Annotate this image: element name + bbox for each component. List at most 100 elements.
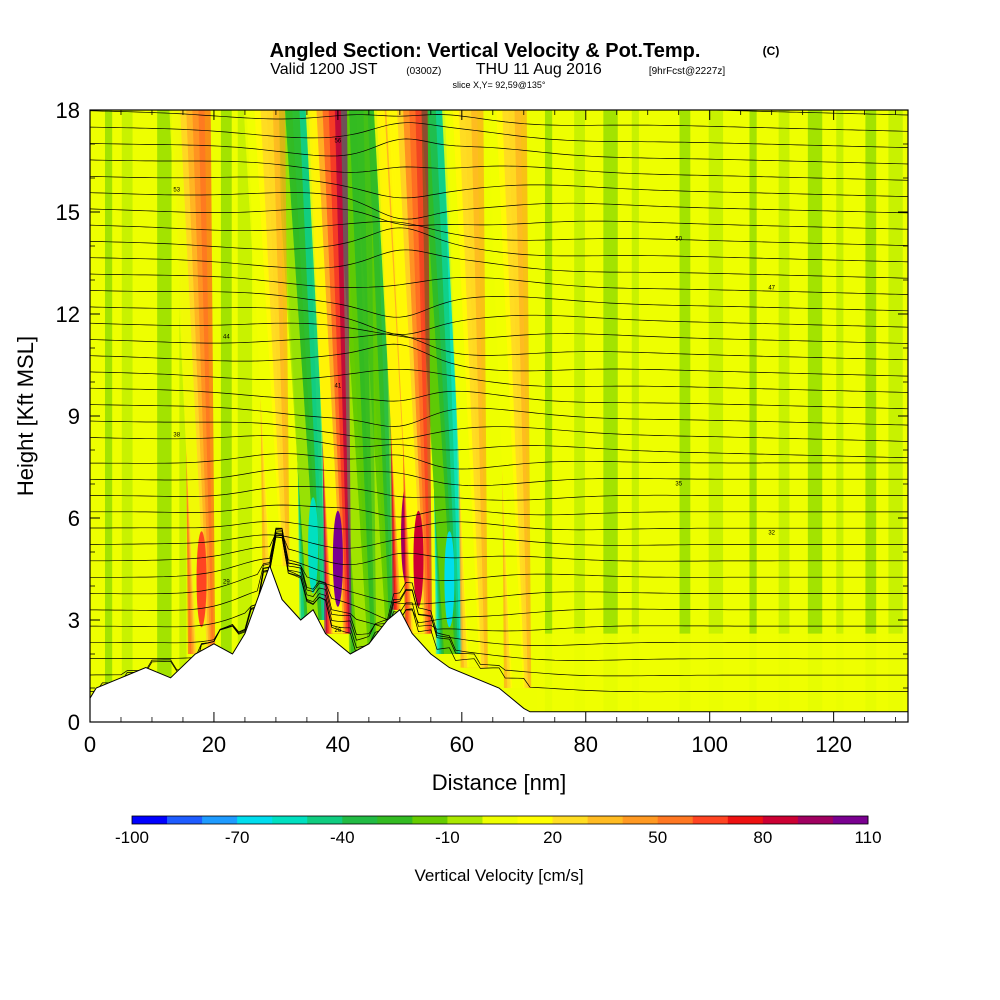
theta-contour bbox=[90, 534, 908, 646]
theta-contour bbox=[90, 486, 908, 501]
theta-contour bbox=[90, 387, 908, 410]
x-tick-label: 40 bbox=[326, 732, 350, 757]
downdraft-core bbox=[444, 531, 455, 628]
theta-contour bbox=[90, 110, 908, 132]
theta-contour bbox=[90, 306, 908, 335]
theta-contour bbox=[90, 435, 908, 459]
colorbar-swatch bbox=[342, 816, 378, 824]
subtitle-zulu: (0300Z) bbox=[406, 66, 441, 77]
theta-contour-label: 59 bbox=[223, 90, 230, 96]
theta-contour-label: 50 bbox=[675, 237, 682, 243]
velocity-columns bbox=[169, 110, 532, 688]
theta-contour bbox=[90, 221, 908, 246]
colorbar-tick-label: 20 bbox=[543, 828, 562, 847]
subtitle-date: THU 11 Aug 2016 bbox=[476, 61, 602, 78]
colorbar-tick-label: 50 bbox=[648, 828, 667, 847]
colorbar-swatch bbox=[832, 816, 869, 824]
colorbar-swatch bbox=[272, 816, 308, 824]
colorbar-swatch bbox=[132, 816, 168, 824]
theta-contour bbox=[90, 249, 908, 279]
updraft-column bbox=[243, 110, 282, 566]
theta-contours bbox=[90, 110, 908, 693]
colorbar-swatch bbox=[657, 816, 694, 824]
chart-title: Angled Section: Vertical Velocity & Pot.… bbox=[270, 40, 701, 62]
bg-band bbox=[836, 110, 844, 722]
chart-title-tag: (C) bbox=[763, 44, 780, 58]
colorbar-swatch bbox=[797, 816, 834, 824]
theta-contour bbox=[90, 368, 908, 393]
colorbar-swatch bbox=[587, 816, 624, 824]
updraft-column bbox=[442, 110, 480, 668]
bg-band bbox=[104, 110, 113, 722]
colorbar-label: Vertical Velocity [cm/s] bbox=[414, 866, 583, 885]
colorbar-swatch bbox=[762, 816, 799, 824]
theta-contour bbox=[90, 534, 908, 549]
colorbar-swatch bbox=[552, 816, 589, 824]
y-tick-label: 15 bbox=[56, 200, 80, 225]
theta-contour bbox=[90, 343, 908, 377]
colorbar-tick-label: -40 bbox=[330, 828, 355, 847]
plot-area: 23262932353841444750535659 bbox=[90, 90, 908, 722]
bg-band bbox=[179, 110, 187, 722]
bg-band bbox=[807, 110, 823, 722]
slice-label: slice X,Y= 92,59@135° bbox=[452, 80, 545, 90]
theta-contour-label: 35 bbox=[675, 481, 682, 487]
colorbar-swatch bbox=[307, 816, 343, 824]
theta-contour-label: 32 bbox=[768, 530, 775, 536]
chart-subtitle: Valid 1200 JST (0300Z) THU 11 Aug 2016 [… bbox=[270, 61, 725, 78]
theta-contour bbox=[90, 521, 908, 531]
theta-contour bbox=[90, 192, 908, 220]
theta-contour bbox=[90, 122, 908, 148]
terrain-mask bbox=[90, 564, 908, 722]
bg-band bbox=[544, 110, 553, 722]
theta-contour bbox=[90, 175, 908, 199]
y-axis: 0 3 6 9 12 15 18 bbox=[56, 98, 908, 735]
colorbar-swatch bbox=[727, 816, 764, 824]
y-tick-label: 18 bbox=[56, 98, 80, 123]
y-axis-label: Height [Kft MSL] bbox=[13, 336, 38, 496]
x-tick-label: 120 bbox=[815, 732, 852, 757]
y-tick-label: 6 bbox=[68, 506, 80, 531]
colorbar-tick-label: -70 bbox=[225, 828, 250, 847]
bg-band bbox=[121, 110, 133, 722]
bg-band bbox=[603, 110, 618, 722]
theta-contour bbox=[90, 528, 908, 624]
bg-band bbox=[888, 110, 903, 722]
updraft-core bbox=[413, 510, 424, 607]
theta-contour bbox=[90, 159, 908, 181]
colorbar-swatch bbox=[412, 816, 448, 824]
x-tick-label: 100 bbox=[691, 732, 728, 757]
theta-contour bbox=[90, 531, 908, 632]
colorbar: -100 -70 -40 -10 20 50 80 110 bbox=[115, 815, 882, 847]
theta-contour bbox=[90, 536, 908, 661]
theta-contour bbox=[90, 290, 908, 318]
theta-contour-label: 53 bbox=[173, 188, 180, 194]
bg-band bbox=[778, 110, 790, 722]
bg-band bbox=[708, 110, 724, 722]
bg-low-layer bbox=[536, 633, 908, 712]
x-tick-label: 20 bbox=[202, 732, 226, 757]
colorbar-tick-label: 80 bbox=[753, 828, 772, 847]
bg-band bbox=[749, 110, 757, 722]
theta-contour bbox=[90, 529, 908, 581]
y-tick-label: 12 bbox=[56, 302, 80, 327]
y-tick-label: 3 bbox=[68, 608, 80, 633]
bg-band bbox=[679, 110, 691, 722]
updraft-core bbox=[196, 531, 207, 628]
theta-contour bbox=[90, 404, 908, 427]
theta-contour bbox=[90, 453, 908, 470]
theta-contour bbox=[90, 527, 908, 605]
bg-band bbox=[631, 110, 639, 722]
background-bands bbox=[104, 110, 908, 722]
colorbar-tick-label: -100 bbox=[115, 828, 149, 847]
theta-contour bbox=[90, 333, 908, 361]
x-tick-label: 60 bbox=[450, 732, 474, 757]
colorbar-swatch bbox=[237, 816, 273, 824]
subtitle-forecast: [9hrFcst@2227z] bbox=[649, 66, 726, 77]
x-axis: 0 20 40 60 80 100 120 bbox=[84, 110, 897, 757]
updraft-column bbox=[305, 110, 344, 634]
colorbar-swatch bbox=[447, 816, 483, 824]
theta-contour bbox=[90, 227, 908, 263]
updraft-core bbox=[332, 510, 343, 607]
theta-contour bbox=[90, 468, 908, 486]
